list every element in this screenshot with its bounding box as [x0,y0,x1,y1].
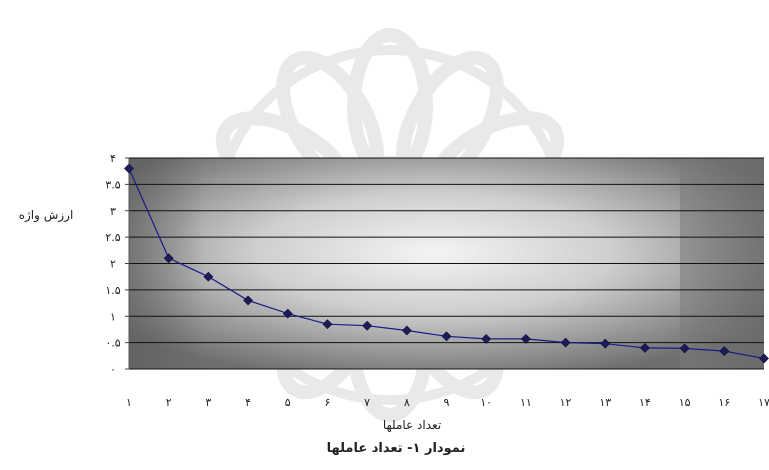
y-tick-label: ۳ [110,205,116,218]
data-point [203,271,214,282]
y-tick-label: ۲ [110,258,116,271]
data-point [401,325,412,336]
data-point [441,331,452,342]
x-tick-label: ۳ [205,396,211,409]
data-point [163,253,174,264]
y-tick-label: ۰.۵ [105,337,120,350]
x-tick-label: ۴ [245,396,251,409]
x-tick-label: ۱۲ [560,396,572,409]
grid-lines [129,157,764,370]
x-tick-label: ۹ [444,396,450,409]
x-axis-label: تعداد عاملها [383,418,441,432]
x-tick-label: ۷ [364,396,370,409]
y-tick-label: ۱ [110,310,116,323]
y-tick-label: ۱.۵ [105,284,120,297]
data-point [282,308,293,319]
x-tick-label: ۱۱ [520,396,532,409]
y-tick-label: ۲.۵ [105,231,120,244]
x-tick-label: ۱۵ [679,396,691,409]
y-tick-label: ۰ [110,363,116,376]
data-point [719,346,730,356]
y-tick-label: ۴ [110,152,116,165]
x-tick-label: ۱۷ [758,396,769,409]
y-axis: ۰ ۰.۵ ۱ ۱.۵ ۲ ۲.۵ ۳ ۳.۵ ۴ [105,152,130,376]
data-point [481,334,492,344]
x-tick-label: ۲ [166,396,172,409]
x-tick-label: ۱۴ [639,396,651,409]
data-point [362,320,373,331]
series-points [124,163,769,364]
data-point [759,353,769,364]
data-point [560,337,571,348]
data-point [520,334,531,344]
x-tick-label: ۶ [324,396,330,409]
x-tick-label: ۸ [404,396,410,409]
x-tick-label: ۱۳ [599,396,611,409]
x-tick-label: ۱۰ [480,396,492,409]
y-axis-label: ارزش واژه [19,208,74,223]
data-point [243,295,253,306]
data-point [640,342,650,353]
x-tick-label: ۱ [126,396,132,409]
x-tick-label: ۱۶ [718,396,730,409]
chart-caption: نمودار ۱- تعداد عاملها [327,441,466,456]
data-point [679,343,690,354]
x-tick-label: ۵ [285,396,291,409]
data-point [322,319,333,330]
x-axis: ۱ ۲ ۳ ۴ ۵ ۶ ۷ ۸ ۹ ۱۰ ۱۱ ۱۲ ۱۳ ۱۴ ۱۵ ۱۶ ۱۷ [126,396,769,409]
y-tick-label: ۳.۵ [105,178,120,191]
data-point [124,163,134,174]
data-point [600,338,611,349]
